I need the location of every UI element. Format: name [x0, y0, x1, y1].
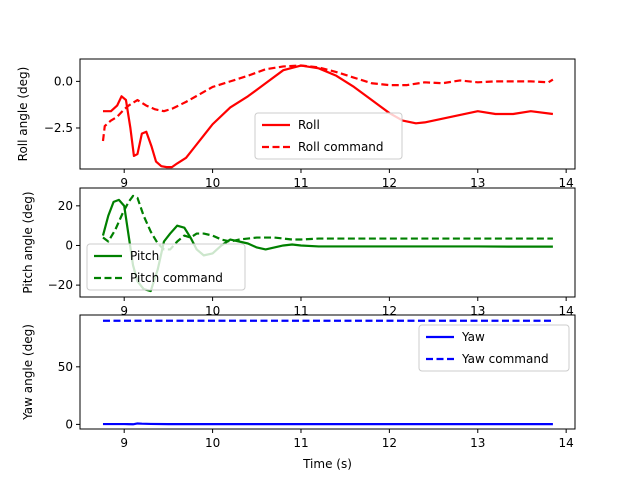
y-tick-label: 20: [58, 199, 73, 213]
x-tick-label: 11: [293, 436, 308, 450]
y-tick-label: 50: [58, 360, 73, 374]
series-line-pitch-command: [102, 194, 553, 251]
x-tick-label: 14: [559, 436, 574, 450]
axes-frame: [79, 187, 576, 298]
legend: Roll Roll command: [254, 112, 403, 160]
y-tick-label: 0.0: [54, 74, 73, 88]
y-tick-label: −20: [48, 278, 73, 292]
axes-frame: [79, 58, 576, 170]
series-line-roll: [102, 64, 554, 169]
y-tick-label: 0: [65, 417, 73, 431]
x-tick-label: 10: [205, 176, 220, 190]
legend: Pitch Pitch command: [86, 243, 246, 291]
x-tick-label: 13: [470, 436, 485, 450]
x-tick-label: 14: [559, 176, 574, 190]
x-tick-label: 10: [205, 436, 220, 450]
x-tick-label: 9: [120, 436, 128, 450]
y-axis-label: Yaw angle (deg): [21, 324, 35, 421]
x-tick-label: 10: [205, 304, 220, 318]
x-tick-label: 14: [559, 304, 574, 318]
x-tick-label: 11: [293, 176, 308, 190]
y-tick-label: 0: [65, 238, 73, 252]
x-tick-label: 13: [470, 304, 485, 318]
legend-box: [86, 243, 246, 291]
legend-label: Pitch command: [130, 271, 223, 285]
legend-label: Roll: [298, 118, 320, 132]
x-tick-label: 12: [382, 304, 397, 318]
legend-label: Pitch: [130, 249, 159, 263]
x-tick-label: 9: [120, 304, 128, 318]
x-tick-label: 11: [293, 304, 308, 318]
legend-box: [418, 324, 570, 372]
y-tick-label: −2.5: [44, 121, 73, 135]
x-tick-label: 12: [382, 176, 397, 190]
x-tick-label: 13: [470, 176, 485, 190]
y-axis-label: Roll angle (deg): [16, 67, 30, 162]
legend-label: Yaw: [461, 330, 485, 344]
legend: Yaw Yaw command: [418, 324, 570, 372]
x-tick-label: 12: [382, 436, 397, 450]
legend-label: Yaw command: [461, 352, 549, 366]
x-tick-label: 9: [120, 176, 128, 190]
x-axis-label: Time (s): [302, 457, 352, 471]
series-line-roll-command: [101, 64, 554, 142]
legend-box: [254, 112, 403, 160]
legend-label: Roll command: [298, 140, 384, 154]
axes-frame: [79, 314, 576, 430]
panel-3: 9 10 11 12 13 14 50 0 Yaw angle (deg) Time (s) Yaw…: [21, 314, 576, 471]
y-axis-label: Pitch angle (deg): [21, 191, 35, 293]
series-line-yaw: [102, 422, 553, 426]
